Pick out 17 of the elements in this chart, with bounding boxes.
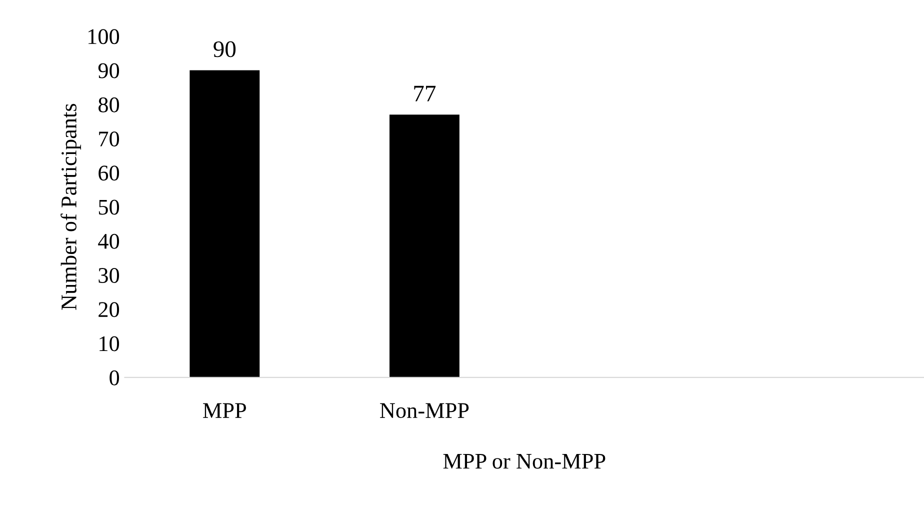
y-tick-label: 20 xyxy=(98,302,120,318)
y-tick-label: 0 xyxy=(110,370,120,386)
y-tick-label: 100 xyxy=(88,29,120,44)
x-axis-title: MPP or Non-MPP xyxy=(443,454,606,469)
y-tick-label: 80 xyxy=(98,97,120,112)
x-tick-label: MPP xyxy=(203,403,246,418)
y-tick-label: 10 xyxy=(100,336,120,352)
y-tick-label: 60 xyxy=(98,166,120,181)
y-tick-label: 50 xyxy=(98,200,120,215)
y-tick-label: 30 xyxy=(98,268,120,283)
data-label: 90 xyxy=(214,41,236,58)
data-label: 77 xyxy=(414,86,436,102)
y-tick-label: 40 xyxy=(98,234,120,249)
x-tick-label: Non-MPP xyxy=(380,403,469,418)
y-axis-title: Number of Participants xyxy=(60,104,81,310)
y-tick-label: 70 xyxy=(99,131,120,146)
y-tick-label: 90 xyxy=(98,63,120,78)
